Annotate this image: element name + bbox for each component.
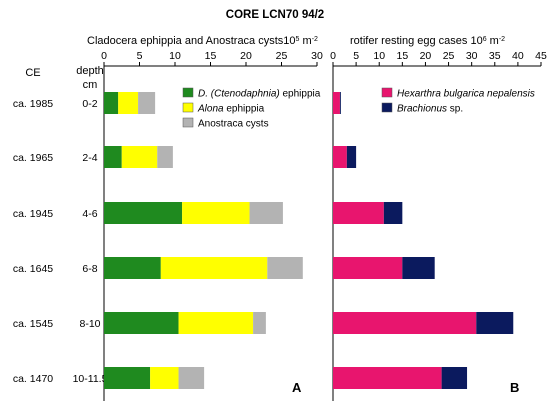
bar-3-4-6 <box>249 202 283 224</box>
x-tick-label: 45 <box>535 50 547 62</box>
ce-label: ca. 1470 <box>13 373 53 385</box>
x-tick-label: 35 <box>489 50 501 62</box>
x-tick-label: 20 <box>420 50 432 62</box>
ce-label: ca. 1545 <box>13 318 53 330</box>
bar-2-0-2 <box>339 92 341 114</box>
x-tick-label: 40 <box>512 50 524 62</box>
x-tick-label: 15 <box>205 50 217 62</box>
panel-b-rotifer-chart: rotifer resting egg cases 106 m-2 0 5 10 15 2… <box>330 35 547 401</box>
bar-3-10-11.5 <box>178 367 205 389</box>
ce-header: CE <box>25 67 40 79</box>
bar-1-0-2 <box>104 92 119 114</box>
bar-1-4-6 <box>333 202 384 224</box>
depth-label: 8-10 <box>79 318 100 330</box>
panel-letter: A <box>292 380 302 395</box>
x-tick-label: 15 <box>396 50 408 62</box>
bar-1-2-4 <box>104 146 122 168</box>
x-tick-label: 10 <box>169 50 181 62</box>
bar-2-8-10 <box>178 312 254 334</box>
depth-header: depth <box>76 65 104 77</box>
bar-2-0-2 <box>118 92 139 114</box>
bar-2-10-11.5 <box>441 367 468 389</box>
legend-label: Hexarthra bulgarica nepalensis <box>397 89 535 100</box>
depth-label: 10-11.5 <box>73 373 108 385</box>
legend-swatch <box>381 87 393 98</box>
x-tick-label: 5 <box>353 50 359 62</box>
bar-2-4-6 <box>383 202 403 224</box>
x-tick-label: 0 <box>101 50 107 62</box>
x-tick-label: 25 <box>276 50 288 62</box>
bar-1-10-11.5 <box>104 367 151 389</box>
ce-label: ca. 1985 <box>13 98 53 110</box>
legend-swatch <box>182 117 194 128</box>
bar-3-0-2 <box>138 92 156 114</box>
bar-2-2-4 <box>346 146 357 168</box>
ce-label: ca. 1645 <box>13 263 53 275</box>
x-tick-label: 10 <box>373 50 385 62</box>
depth-label: 2-4 <box>82 152 97 164</box>
bar-1-2-4 <box>333 146 347 168</box>
depth-unit: cm <box>83 79 98 91</box>
bar-1-10-11.5 <box>333 367 442 389</box>
bar-3-2-4 <box>157 146 173 168</box>
bar-2-6-8 <box>160 257 268 279</box>
ce-label: ca. 1945 <box>13 208 53 220</box>
bar-2-4-6 <box>182 202 250 224</box>
x-tick-label: 20 <box>240 50 252 62</box>
depth-label: 6-8 <box>82 263 97 275</box>
panel-letter: B <box>510 380 519 395</box>
bar-2-8-10 <box>476 312 514 334</box>
bar-3-8-10 <box>253 312 266 334</box>
legend-swatch <box>182 102 194 113</box>
bar-1-6-8 <box>104 257 161 279</box>
axis-title: rotifer resting egg cases 106 m-2 <box>350 35 505 47</box>
bar-1-0-2 <box>333 92 340 114</box>
bar-1-4-6 <box>104 202 183 224</box>
legend-swatch <box>182 87 194 98</box>
x-tick-label: 30 <box>466 50 478 62</box>
bar-1-8-10 <box>104 312 179 334</box>
depth-label: 4-6 <box>82 208 97 220</box>
row-labels: ca. 1985 ca. 1965 ca. 1945 ca. 1645 ca. 1545… <box>13 98 108 385</box>
bar-3-6-8 <box>267 257 303 279</box>
figure-title: CORE LCN70 94/2 <box>226 9 324 21</box>
legend-label: Alona ephippia <box>197 104 265 115</box>
bar-1-6-8 <box>333 257 403 279</box>
depth-label: 0-2 <box>82 98 97 110</box>
legend-label: Anostraca cysts <box>198 119 269 130</box>
x-tick-label: 30 <box>311 50 323 62</box>
bar-2-6-8 <box>402 257 435 279</box>
legend-swatch <box>381 102 393 113</box>
bar-1-8-10 <box>333 312 477 334</box>
x-tick-label: 25 <box>443 50 455 62</box>
ce-label: ca. 1965 <box>13 152 53 164</box>
bar-2-2-4 <box>121 146 158 168</box>
axis-title: Cladocera ephippia and Anostraca cysts10… <box>87 35 318 47</box>
panel-a-cladocera-chart: Cladocera ephippia and Anostraca cysts10… <box>87 35 323 401</box>
legend-label: Brachionus sp. <box>397 104 463 115</box>
legend-label: D. (Ctenodaphnia) ephippia <box>198 89 321 100</box>
x-tick-label: 5 <box>137 50 143 62</box>
x-tick-label: 0 <box>330 50 336 62</box>
bar-2-10-11.5 <box>150 367 179 389</box>
